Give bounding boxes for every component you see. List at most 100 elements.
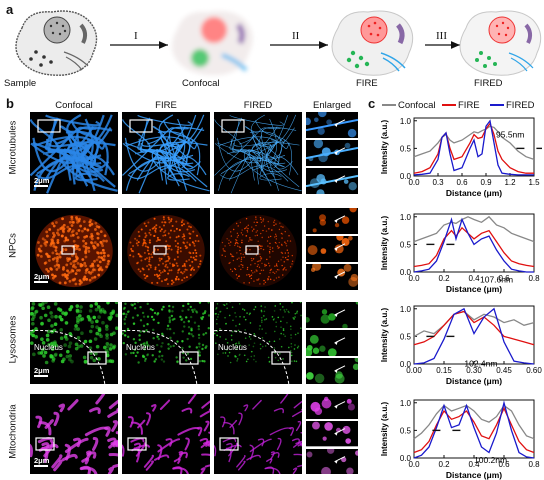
x-tick-label: 0.0 (408, 274, 420, 283)
x-tick-label: 0.6 (498, 460, 510, 469)
y-tick-label: 0.5 (400, 426, 412, 435)
x-tick-label: 0.6 (498, 274, 510, 283)
series-line-confocal (413, 125, 535, 161)
micrograph-mitochondria-fire (122, 394, 210, 474)
col-title-fire: FIRE (155, 100, 177, 111)
nucleus-label: Nucleus (218, 343, 247, 352)
legend-label-confocal: Confocal (398, 100, 436, 111)
x-axis-label: Distance (μm) (446, 376, 502, 386)
x-tick-label: 0.15 (436, 366, 452, 375)
nucleus-label: Nucleus (34, 343, 63, 352)
micrograph-microtubules-confocal: 2μm (30, 112, 118, 194)
roi-box (37, 119, 61, 133)
col-title-enlarged: Enlarged (312, 100, 352, 111)
y-tick-label: 1.0 (400, 213, 412, 222)
roi-box (245, 245, 259, 255)
panel-b-letter: b (6, 96, 14, 111)
arrow-marker (334, 243, 346, 250)
y-tick-label: 0.5 (400, 144, 412, 153)
stage-label-sample: Sample (4, 78, 37, 89)
scalebar (34, 185, 48, 187)
scalebar (34, 465, 48, 467)
x-tick-label: 0.0 (408, 178, 420, 187)
arrow-marker (334, 271, 346, 278)
enlarged-microtubules-fire (306, 140, 358, 166)
arrow-marker (334, 215, 346, 222)
fwhm-annotation: 107.6nm (480, 275, 513, 285)
roi-box (129, 119, 153, 133)
roi-box (35, 437, 55, 451)
scalebar (34, 281, 48, 283)
panel-c-letter: c (368, 96, 376, 111)
roi-box (221, 119, 245, 133)
micrograph-microtubules-fired (214, 112, 302, 194)
y-axis-label: Intensity (a.u.) (380, 308, 389, 363)
micrograph-npcs-confocal: 2μm (30, 208, 118, 290)
plot-frame (413, 117, 535, 177)
enlarged-microtubules-confocal (306, 112, 358, 138)
x-tick-label: 0.00 (406, 366, 422, 375)
series-line-fire (413, 226, 535, 268)
series-line-confocal (413, 215, 535, 243)
panel-a-letter-top: a (6, 2, 14, 17)
y-axis-label: Intensity (a.u.) (380, 216, 389, 271)
x-tick-label: 0.3 (432, 178, 444, 187)
stage-label-fire: FIRE (356, 78, 378, 89)
y-tick-label: 1.0 (400, 117, 412, 126)
y-axis-label: Intensity (a.u.) (380, 402, 389, 457)
fire-cell-icon (331, 10, 414, 76)
micrograph-lysosomes-confocal: 2μm Nucleus (30, 302, 118, 384)
row-label-npcs: NPCs (7, 233, 19, 258)
scalebar-label: 2μm (34, 176, 50, 185)
row-label-microtubules: Microtubules (7, 120, 19, 175)
series-line-fired (413, 307, 535, 365)
plot-frame (413, 305, 535, 365)
x-tick-label: 0.30 (466, 366, 482, 375)
micrograph-npcs-fire (122, 208, 210, 290)
row-label-lysosomes: Lysosomes (7, 315, 19, 364)
x-tick-label: 0.2 (438, 274, 450, 283)
legend-label-fire: FIRE (458, 100, 480, 111)
fwhm-annotation: 95.5nm (496, 129, 524, 139)
roi-box (153, 245, 167, 255)
micrograph-lysosomes-fired: Nucleus (214, 302, 302, 384)
x-tick-label: 0.0 (408, 460, 420, 469)
roi-box (271, 351, 291, 365)
scalebar-label: 2μm (34, 272, 50, 281)
x-tick-label: 0.6 (456, 178, 468, 187)
series-line-fired (413, 217, 534, 273)
arrow-label-III: III (436, 30, 447, 42)
micrograph-mitochondria-confocal: 2μm (30, 394, 118, 474)
x-tick-label: 0.8 (528, 274, 540, 283)
series-line-fire (413, 406, 535, 454)
sample-cell-icon (15, 10, 98, 76)
enlarged-npcs-fire (306, 236, 358, 262)
fwhm-annotation: 102.4nm (464, 358, 497, 368)
confocal-cell-icon (172, 11, 253, 76)
arrow-marker (334, 147, 346, 154)
roi-box (61, 245, 75, 255)
series-line-confocal (413, 310, 535, 337)
stage-label-confocal: Confocal (182, 78, 220, 89)
fwhm-annotation: 100.2nm (474, 455, 507, 465)
x-axis-label: Distance (μm) (446, 470, 502, 480)
y-tick-label: 0.5 (400, 240, 412, 249)
x-tick-label: 0.2 (438, 460, 450, 469)
micrograph-mitochondria-fired (214, 394, 302, 474)
arrow-marker (334, 119, 346, 126)
nucleus-label: Nucleus (126, 343, 155, 352)
arrow-marker (334, 455, 346, 462)
enlarged-mitochondria-fire (306, 421, 358, 447)
y-tick-label: 0.0 (400, 268, 412, 277)
micrograph-lysosomes-fire: Nucleus (122, 302, 210, 384)
legend-label-fired: FIRED (506, 100, 535, 111)
profile-chart-2: 0.0 0.5 1.0 0.0 0.2 0.4 0.6 0.8 Distance (μm) Int… (380, 213, 540, 294)
arrow-marker (334, 175, 346, 182)
arrow-marker (334, 365, 346, 372)
arrow-label-II: II (292, 30, 300, 42)
enlarged-mitochondria-confocal (306, 394, 358, 420)
enlarged-microtubules-fired (306, 168, 358, 194)
col-title-fired: FIRED (243, 100, 273, 111)
fired-cell-icon (459, 10, 542, 76)
profile-chart-1: 0.0 0.5 1.0 0.0 0.3 0.6 0.9 1.2 1.5 Distance (μm)… (380, 117, 542, 198)
